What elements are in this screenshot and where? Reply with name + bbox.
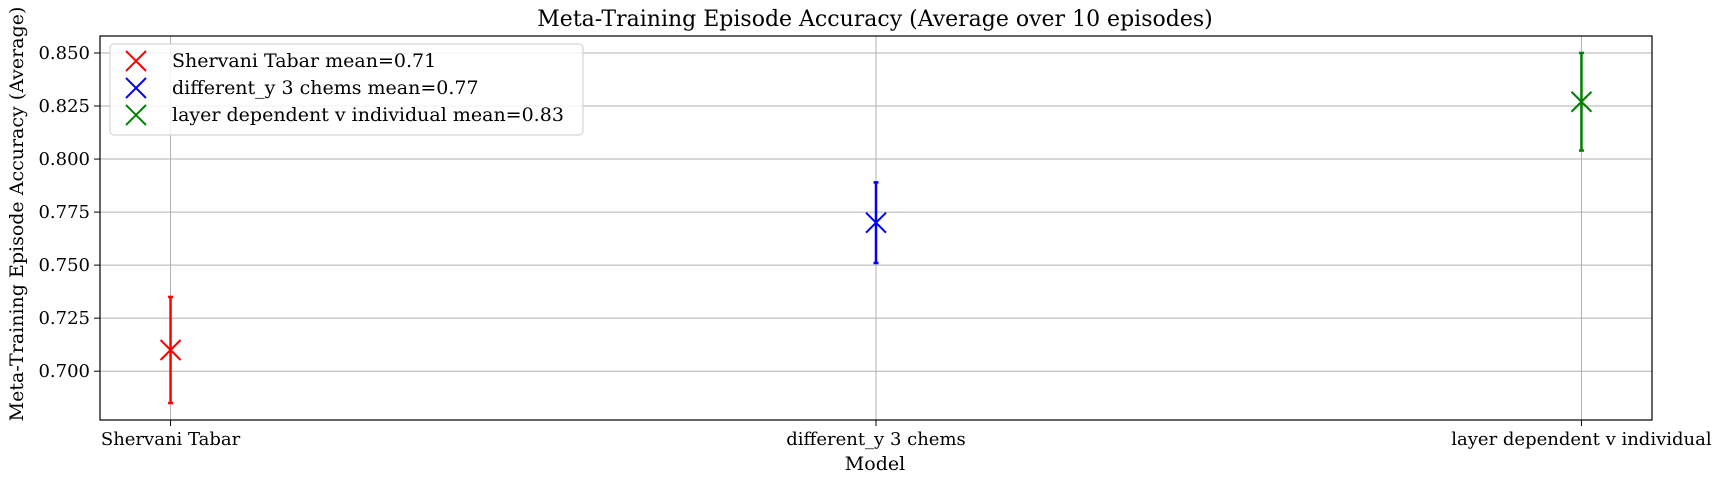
chart-title: Meta-Training Episode Accuracy (Average … <box>537 7 1212 32</box>
data-point-group <box>865 181 887 265</box>
data-point-group <box>1570 51 1593 152</box>
y-tick-label: 0.800 <box>38 149 90 170</box>
legend-box <box>109 43 584 136</box>
data-point-group <box>159 295 182 405</box>
plot-area <box>159 51 1593 405</box>
legend-label: Shervani Tabar mean=0.71 <box>172 50 436 72</box>
legend-label: layer dependent v individual mean=0.83 <box>172 104 564 126</box>
y-tick-label: 0.850 <box>38 43 90 64</box>
legend-marker <box>125 104 147 126</box>
y-axis-ticks: 0.700 0.725 0.750 0.775 0.800 0.825 0.850 <box>38 43 100 382</box>
legend-marker <box>125 77 147 99</box>
y-tick-label: 0.750 <box>38 255 90 276</box>
y-axis-label: Meta-Training Episode Accuracy (Average) <box>6 7 28 422</box>
x-axis-ticks: Shervani Tabar different_y 3 chems layer d… <box>101 420 1712 450</box>
legend-marker <box>125 50 147 72</box>
y-tick-label: 0.825 <box>38 96 90 117</box>
x-tick-label: different_y 3 chems <box>786 429 966 450</box>
data-point-marker <box>1570 91 1593 113</box>
data-point-marker <box>159 339 182 361</box>
y-tick-label: 0.700 <box>38 361 90 382</box>
legend-label: different_y 3 chems mean=0.77 <box>172 77 479 99</box>
x-axis-label: Model <box>845 453 905 475</box>
x-tick-label: Shervani Tabar <box>101 429 241 450</box>
y-tick-label: 0.775 <box>38 202 90 223</box>
data-point-marker <box>865 211 887 234</box>
y-tick-label: 0.725 <box>38 308 90 329</box>
x-tick-label: layer dependent v individual <box>1451 429 1712 450</box>
legend: Shervani Tabar mean=0.71 different_y 3 ch… <box>109 43 584 136</box>
